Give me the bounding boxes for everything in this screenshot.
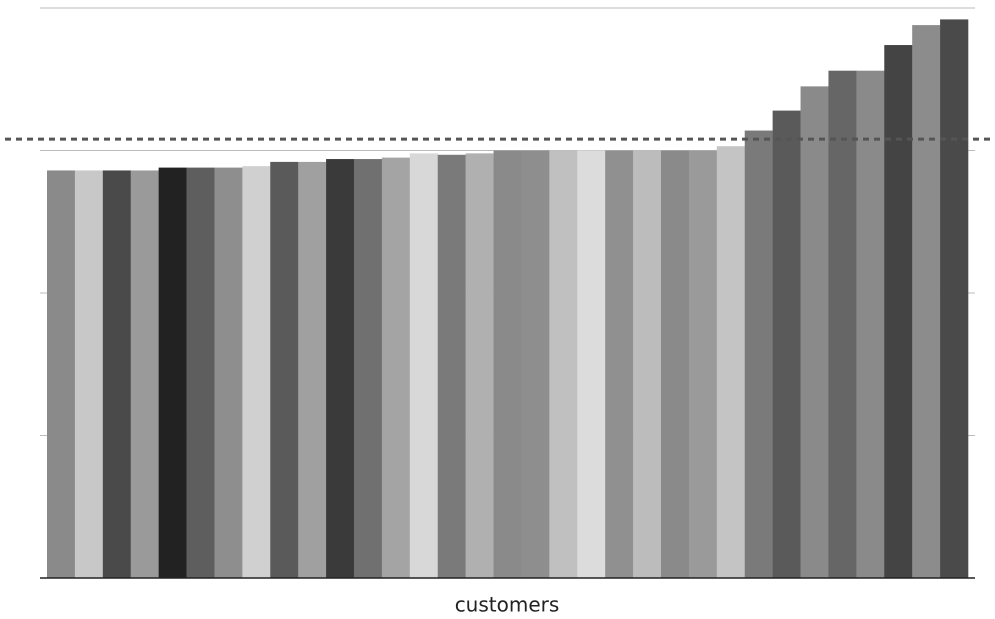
- bar: [940, 19, 969, 578]
- bar: [884, 45, 913, 579]
- bar: [242, 166, 271, 579]
- bar: [800, 86, 829, 578]
- bar: [354, 159, 383, 579]
- bar: [74, 170, 104, 578]
- bar: [465, 153, 494, 578]
- bar: [912, 25, 941, 579]
- bar: [437, 154, 466, 578]
- bar: [577, 150, 606, 578]
- bar: [744, 130, 773, 579]
- bar: [158, 167, 187, 578]
- bar: [661, 150, 690, 578]
- bar: [130, 170, 159, 578]
- bar: [633, 150, 662, 578]
- bar: [521, 150, 550, 578]
- bar: [381, 157, 411, 578]
- bar: [605, 150, 634, 578]
- bar: [102, 170, 132, 578]
- bar: [828, 70, 857, 578]
- bar: [688, 150, 718, 578]
- bar: [47, 170, 76, 578]
- x-axis-label: customers: [455, 593, 560, 617]
- bar: [298, 161, 327, 578]
- bar: [493, 150, 522, 578]
- bar: [326, 159, 355, 579]
- bar: [214, 167, 243, 578]
- bar: [186, 167, 215, 578]
- bar: [409, 153, 439, 578]
- bar: [716, 146, 746, 578]
- bar: [856, 70, 885, 578]
- bar: [772, 110, 801, 578]
- bar: [549, 150, 578, 578]
- bar: [270, 161, 299, 578]
